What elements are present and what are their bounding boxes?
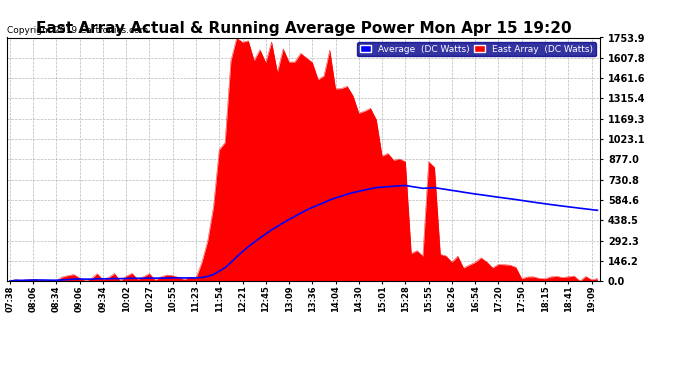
Title: East Array Actual & Running Average Power Mon Apr 15 19:20: East Array Actual & Running Average Powe…: [36, 21, 571, 36]
Text: Copyright 2019 Cartronics.com: Copyright 2019 Cartronics.com: [7, 26, 148, 35]
Legend: Average  (DC Watts), East Array  (DC Watts): Average (DC Watts), East Array (DC Watts…: [357, 42, 595, 56]
